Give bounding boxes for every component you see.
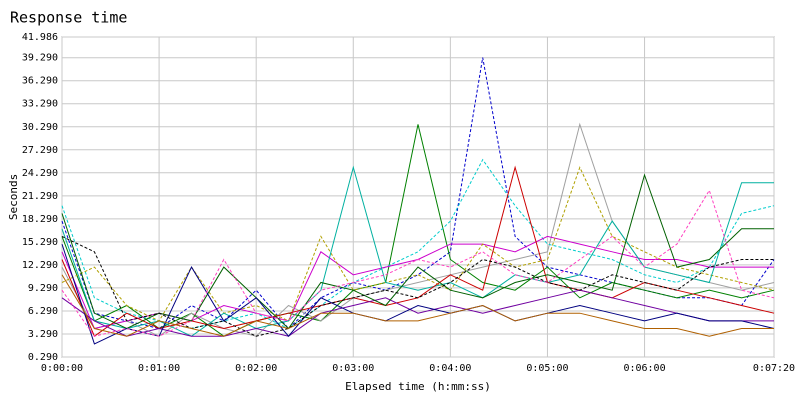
y-tick-label: 21.290 <box>22 191 58 202</box>
series-line <box>61 189 775 337</box>
chart-title: Response time <box>10 9 127 27</box>
x-tick-label: 0:07:20 <box>753 363 795 374</box>
x-tick-label: 0:00:00 <box>41 363 83 374</box>
series-line <box>61 173 774 330</box>
y-tick-label: 41.986 <box>22 32 58 43</box>
y-tick-label: 36.290 <box>22 76 58 87</box>
x-tick-label: 0:02:00 <box>235 363 277 374</box>
x-tick-label: 0:06:00 <box>623 363 665 374</box>
y-tick-label: 18.290 <box>22 214 58 225</box>
y-tick-label: 15.290 <box>22 237 58 248</box>
y-tick-label: 0.290 <box>28 352 58 363</box>
y-tick-label: 39.290 <box>22 53 58 64</box>
y-tick-label: 33.290 <box>22 99 58 110</box>
x-tick-label: 0:01:00 <box>138 363 180 374</box>
y-tick-label: 9.290 <box>28 283 58 294</box>
y-tick-label: 27.290 <box>22 145 58 156</box>
series-line <box>61 165 774 337</box>
series-line <box>61 166 775 322</box>
y-axis-label: Seconds <box>7 174 20 220</box>
y-tick-label: 6.290 <box>28 306 58 317</box>
x-axis-label: Elapsed time (h:mm:ss) <box>345 380 491 393</box>
y-tick-label: 3.290 <box>28 329 58 340</box>
y-tick-label: 24.290 <box>22 168 58 179</box>
plot-area <box>61 36 775 358</box>
x-tick-label: 0:03:00 <box>332 363 374 374</box>
series-line <box>61 235 774 337</box>
series-line <box>61 243 775 345</box>
x-tick-label: 0:04:00 <box>429 363 471 374</box>
y-tick-label: 12.290 <box>22 260 58 271</box>
series-line <box>61 158 775 330</box>
x-tick-label: 0:05:00 <box>526 363 568 374</box>
y-tick-label: 30.290 <box>22 122 58 133</box>
series-line <box>61 289 774 337</box>
